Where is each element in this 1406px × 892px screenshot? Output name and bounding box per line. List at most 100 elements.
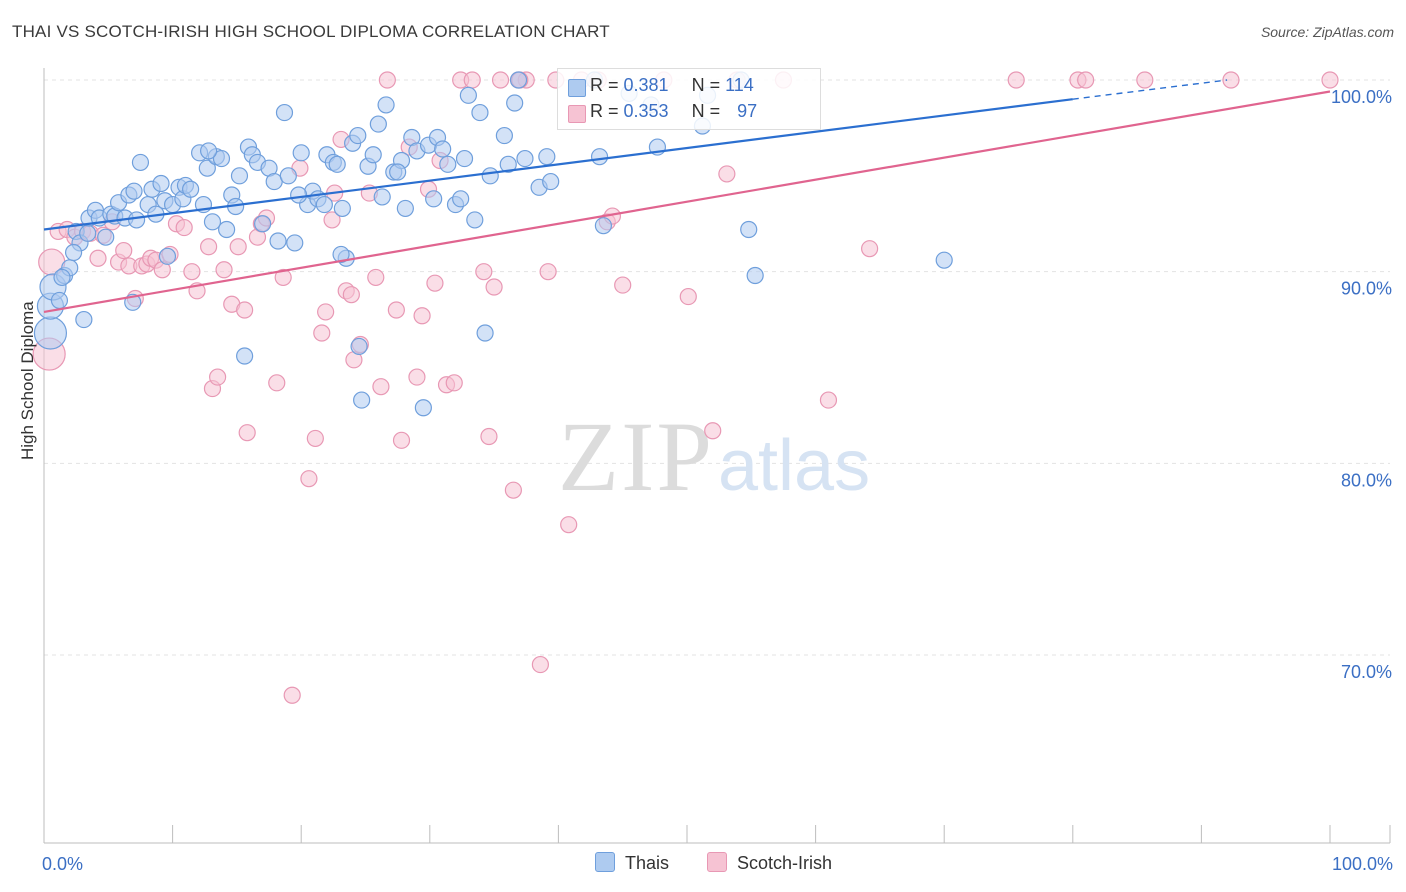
scotch-irish-point xyxy=(317,303,335,321)
thais-point xyxy=(286,234,304,252)
scotch-irish-point xyxy=(491,71,510,89)
thais-point xyxy=(935,251,953,269)
thais-point xyxy=(50,291,69,310)
source-attribution[interactable]: Source: ZipAtlas.com xyxy=(1260,24,1394,40)
y-tick-label: 80.0% xyxy=(1341,470,1392,490)
scotch-irish-point xyxy=(372,378,390,396)
thais-point xyxy=(315,195,333,214)
scotch-irish-point xyxy=(539,263,557,281)
thais-r-value: 0.381 xyxy=(623,75,669,95)
thais-point xyxy=(279,167,297,185)
scotch-irish-point xyxy=(236,301,254,319)
scotch-irish-point xyxy=(819,391,838,409)
thais-legend-label: Thais xyxy=(625,853,670,873)
thais-point xyxy=(97,228,115,246)
thais-point xyxy=(131,153,150,172)
thais-point xyxy=(740,220,758,239)
scotch-irish-legend-label: Scotch-Irish xyxy=(737,853,833,873)
watermark: ZIP atlas xyxy=(558,401,870,512)
scotch-irish-point xyxy=(1321,71,1339,89)
thais-point xyxy=(254,215,272,233)
legend-r-label: R = xyxy=(590,75,624,95)
scotch-irish-point xyxy=(183,263,201,281)
thais-point xyxy=(333,199,351,218)
scotch-irish-point xyxy=(367,268,385,287)
thais-point xyxy=(594,217,613,235)
y-axis-label: High School Diploma xyxy=(18,301,37,460)
thais-point xyxy=(125,182,143,200)
scotch-irish-point xyxy=(861,240,879,258)
scotch-irish-point xyxy=(480,427,498,446)
scotch-irish-point xyxy=(229,238,247,256)
legend-n-label: N = xyxy=(691,101,726,121)
scotch-irish-point xyxy=(475,263,493,281)
legend-r-label: R = xyxy=(590,101,624,121)
thais-point xyxy=(64,243,83,262)
thais-legend-swatch xyxy=(595,852,615,872)
thais-point xyxy=(230,167,249,185)
thais-point xyxy=(364,146,382,164)
scotch-irish-point xyxy=(283,686,301,704)
thais-point xyxy=(369,115,387,133)
scotch-irish-point xyxy=(268,374,286,392)
thais-point xyxy=(373,188,391,206)
thais-point xyxy=(389,163,407,181)
thais-point xyxy=(290,186,308,204)
scotch-irish-point xyxy=(408,368,426,386)
thais-point xyxy=(466,211,484,229)
watermark-atlas: atlas xyxy=(718,426,870,506)
legend-n-label: N = xyxy=(691,75,726,95)
thais-point xyxy=(434,140,452,158)
scotch-irish-point xyxy=(718,165,736,183)
y-tick-label: 90.0% xyxy=(1341,279,1392,299)
thais-point xyxy=(538,148,556,166)
thais-point xyxy=(328,155,346,173)
thais-point xyxy=(203,213,222,231)
bottom-legend-scotch-irish[interactable]: Scotch-Irish xyxy=(707,852,832,874)
scotch-irish-point xyxy=(313,324,331,342)
scotch-irish-point xyxy=(445,374,463,392)
thais-point xyxy=(198,159,216,177)
thais-point xyxy=(275,103,294,122)
thais-trend-extension xyxy=(1072,79,1228,100)
scotch-irish-point xyxy=(209,368,227,386)
thais-point xyxy=(542,172,560,191)
thais-point xyxy=(353,391,371,409)
thais-point xyxy=(509,71,528,89)
thais-point xyxy=(481,167,499,185)
thais-point xyxy=(212,149,231,168)
scotch-irish-n-value: 97 xyxy=(737,101,758,121)
correlation-legend: R = 0.381 N = 114 R = 0.353 N = 97 xyxy=(557,68,821,130)
thais-point xyxy=(455,149,474,168)
grid-layer xyxy=(44,79,1390,656)
scotch-irish-point xyxy=(413,307,431,325)
scotch-irish-point xyxy=(342,286,360,304)
scotch-irish-swatch xyxy=(568,105,586,123)
legend-row-thais: R = 0.381 N = 114 xyxy=(568,75,754,99)
scotch-irish-point xyxy=(504,481,522,499)
thais-swatch xyxy=(568,79,586,97)
y-tick-label: 70.0% xyxy=(1341,662,1392,682)
y-tick-label: 100.0% xyxy=(1331,87,1392,107)
thais-point xyxy=(152,174,170,193)
scotch-irish-point xyxy=(392,431,411,449)
thais-point xyxy=(350,337,368,356)
thais-point xyxy=(182,180,200,198)
scotch-irish-point xyxy=(115,241,133,260)
scotch-irish-point xyxy=(531,655,549,674)
scotch-irish-trend-line xyxy=(43,90,1331,314)
scotch-irish-r-value: 0.353 xyxy=(623,101,669,121)
scotch-irish-point xyxy=(1136,71,1154,89)
thais-point xyxy=(127,211,146,229)
axis-layer xyxy=(43,68,1391,844)
thais-point xyxy=(590,148,609,166)
thais-point xyxy=(292,144,310,162)
scotch-irish-point xyxy=(238,424,256,442)
scotch-irish-point xyxy=(200,238,218,256)
scotch-irish-point xyxy=(1007,71,1025,89)
thais-point xyxy=(425,190,443,208)
bottom-legend-thais[interactable]: Thais xyxy=(595,852,669,874)
scotch-irish-point xyxy=(387,301,405,319)
thais-point xyxy=(53,268,71,287)
